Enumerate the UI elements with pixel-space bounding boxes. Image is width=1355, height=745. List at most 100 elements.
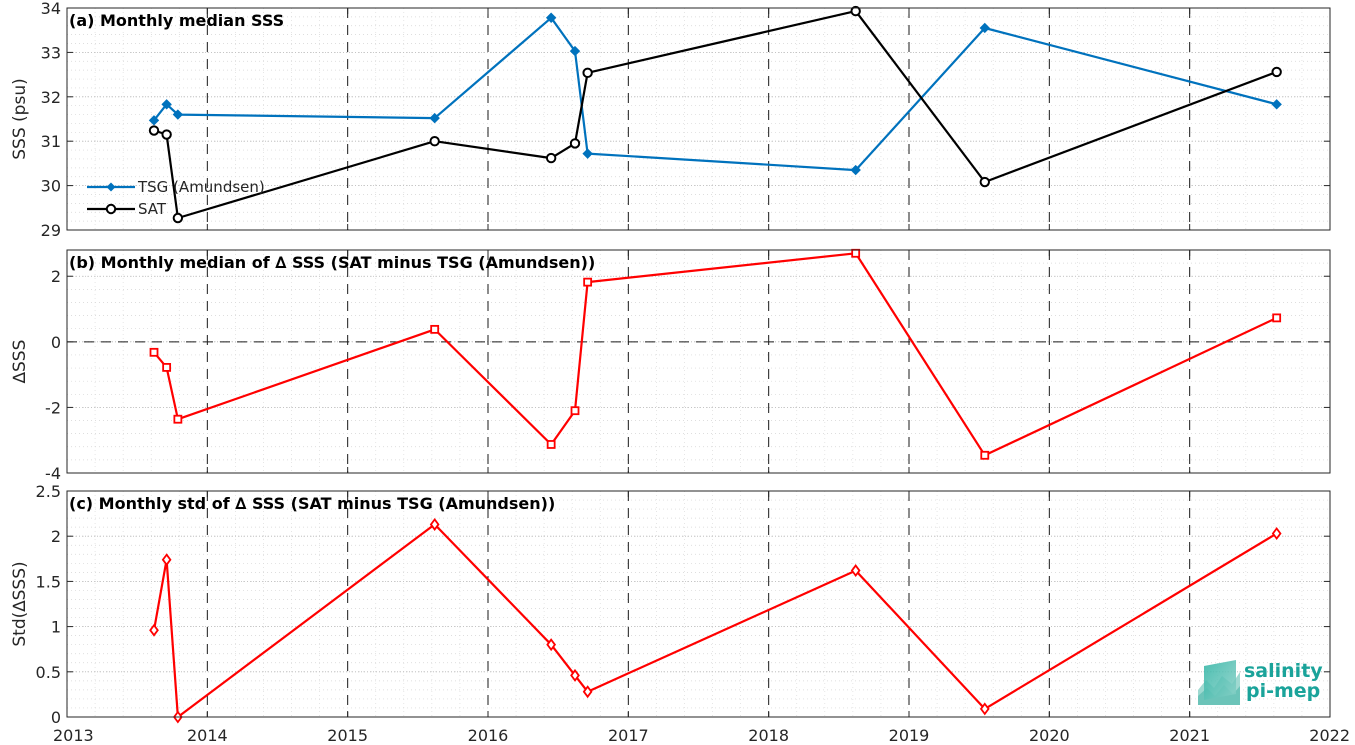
y-tick-label: 29: [41, 221, 61, 240]
panel-b-median-delta-sss: -4 -2 0 2 (b) Monthly median of ∆ SSS (SAT …: [10, 248, 1331, 483]
data-point-diamond: [979, 702, 990, 716]
data-point-circle: [545, 152, 557, 164]
y-tick-label: 0.5: [36, 663, 61, 682]
data-point-diamond: [979, 22, 990, 34]
data-point-circle: [582, 67, 593, 79]
panel-c-frame: [66, 490, 1331, 718]
legend-tsg-marker: [106, 182, 116, 192]
data-point-diamond: [570, 668, 580, 682]
x-tick-label: 2018: [748, 726, 789, 745]
logo-sheet: [1204, 660, 1236, 700]
data-point-diamond: [582, 148, 593, 159]
data-point-diamond: [1271, 526, 1282, 540]
data-point-diamond: [161, 99, 172, 110]
panel-a-marks: [148, 5, 1282, 224]
y-tick-label: 31: [41, 132, 61, 151]
y-tick-label: 33: [41, 43, 61, 62]
y-tick-label: 1.5: [36, 572, 61, 591]
x-tick-label: 2021: [1169, 726, 1210, 745]
y-tick-label: -2: [45, 398, 61, 417]
x-tick-label: 2014: [187, 726, 228, 745]
data-point-diamond: [545, 12, 557, 23]
x-tick-label: 2013: [53, 726, 94, 745]
y-tick-label: -4: [45, 464, 61, 483]
panel-c-std-delta-sss: 0 0.5 1 1.5 2 2.5 2013 2014 2015 2016 2017 2018 2019…: [10, 482, 1350, 745]
data-point-diamond: [582, 685, 593, 699]
series-line: [153, 252, 1278, 457]
data-point-diamond: [429, 112, 440, 124]
panel-a-legend: TSG (Amundsen) SAT: [87, 178, 265, 218]
data-point-circle: [1271, 66, 1282, 78]
data-point-diamond: [850, 564, 861, 578]
y-tick-label: 32: [41, 88, 61, 107]
data-point-square: [851, 248, 861, 258]
data-point-square: [583, 277, 593, 287]
data-point-diamond: [161, 553, 172, 567]
data-point-diamond: [569, 45, 581, 57]
panel-b-grid: [67, 249, 1330, 474]
data-point-square: [980, 450, 990, 460]
data-point-square: [162, 363, 172, 372]
data-point-diamond: [546, 638, 557, 652]
data-point-diamond: [149, 623, 159, 637]
series-line: [153, 10, 1278, 220]
data-point-circle: [850, 5, 861, 17]
logo-text-salinity: salinity: [1244, 660, 1323, 682]
panel-b-title: (b) Monthly median of ∆ SSS (SAT minus T…: [69, 253, 595, 272]
series-line: [152, 523, 1278, 719]
data-point-circle: [979, 176, 990, 188]
x-tick-label: 2016: [468, 726, 509, 745]
panel-a-frame: [66, 7, 1331, 231]
data-point-square: [173, 414, 183, 424]
y-tick-label: 1: [51, 618, 61, 637]
legend-sat-marker: [105, 203, 117, 215]
panel-c-ylabel: Std(∆SSS): [10, 561, 30, 646]
panel-a-grid: [67, 7, 1330, 231]
data-point-square: [430, 324, 440, 334]
data-point-square: [1272, 313, 1282, 323]
data-point-square: [149, 347, 159, 357]
x-tick-label: 2022: [1309, 726, 1350, 745]
y-tick-label: 34: [41, 0, 61, 18]
panel-c-title: (c) Monthly std of ∆ SSS (SAT minus TSG …: [69, 494, 555, 513]
data-point-circle: [148, 125, 160, 136]
panel-b-marks: [149, 248, 1282, 460]
data-point-circle: [429, 136, 440, 147]
panel-c-grid: [67, 490, 1330, 718]
data-point-circle: [161, 129, 172, 140]
panel-a-ylabel: SSS (psu): [10, 78, 30, 159]
y-tick-label: 0: [51, 333, 61, 352]
panel-c-ticks: 0 0.5 1 1.5 2 2.5 2013 2014 2015 2016 2017 2018 2019…: [36, 482, 1350, 745]
data-point-diamond: [429, 517, 440, 531]
data-point-diamond: [1271, 99, 1282, 110]
data-point-circle: [172, 212, 184, 224]
panel-a-title: (a) Monthly median SSS: [69, 11, 284, 30]
panel-b-ylabel: ∆SSS: [10, 340, 30, 385]
y-tick-label: 2: [51, 267, 61, 286]
data-point-circle: [569, 138, 581, 149]
data-point-diamond: [148, 115, 160, 126]
panel-c-marks: [149, 517, 1282, 724]
data-point-diamond: [172, 109, 184, 120]
y-tick-label: 0: [51, 708, 61, 727]
y-tick-label: 30: [41, 177, 61, 196]
x-tick-label: 2017: [608, 726, 649, 745]
panel-b-ticks: -4 -2 0 2: [45, 250, 1331, 483]
x-tick-label: 2019: [889, 726, 930, 745]
data-point-diamond: [850, 164, 861, 176]
panel-a-monthly-median-sss: 29 30 31 32 33 34 (a) Monthly median SSS SSS …: [10, 0, 1331, 240]
panel-b-frame: [66, 249, 1331, 474]
series-line: [153, 16, 1277, 172]
legend-tsg-label: TSG (Amundsen): [137, 178, 265, 196]
x-tick-label: 2020: [1029, 726, 1070, 745]
salinity-pi-mep-logo: salinity pi-mep: [1198, 660, 1323, 705]
panel-a-ticks: 29 30 31 32 33 34: [41, 0, 1331, 240]
logo-text-pi-mep: pi-mep: [1246, 680, 1320, 702]
data-point-square: [546, 440, 556, 449]
data-point-square: [570, 406, 580, 416]
legend-sat-label: SAT: [138, 200, 167, 218]
y-tick-label: 2.5: [36, 482, 61, 501]
x-tick-label: 2015: [327, 726, 368, 745]
y-tick-label: 2: [51, 527, 61, 546]
